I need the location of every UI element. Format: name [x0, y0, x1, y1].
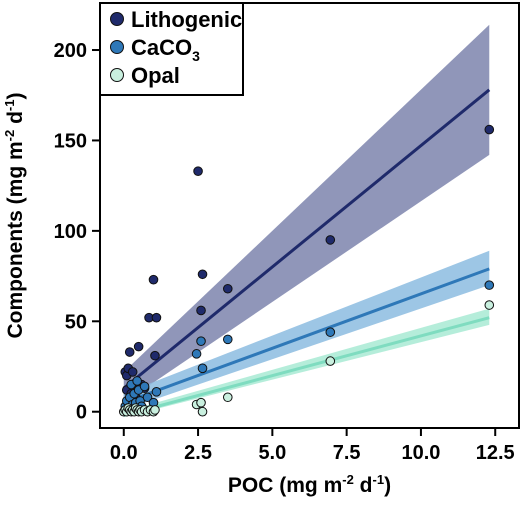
opal-point	[325, 356, 336, 366]
y-axis-title: Components (mg m-2 d-1)	[2, 93, 27, 339]
caco3-point	[142, 392, 153, 403]
lithogenic-point	[325, 235, 336, 245]
y-tick-label: 100	[54, 221, 87, 243]
lithogenic-point	[124, 347, 135, 357]
x-tick-label: 12.5	[476, 442, 515, 464]
caco3-point	[484, 280, 495, 290]
caco3-point	[139, 381, 150, 392]
caco3-point	[222, 334, 233, 345]
opal-point	[197, 406, 208, 417]
opal-legend-label: Opal	[131, 63, 180, 88]
lithogenic-point	[196, 305, 206, 316]
x-axis: 0.0 2.5 5.0 7.5 10.0 12.5	[110, 428, 515, 464]
x-tick-label: 5.0	[258, 442, 286, 464]
y-tick-label: 200	[54, 40, 87, 62]
opal-point	[196, 397, 206, 408]
lithogenic-confidence-band	[123, 24, 490, 403]
caco3-point	[191, 349, 202, 359]
x-tick-label: 2.5	[184, 442, 212, 464]
x-axis-title: POC (mg m-2 d-1)	[228, 472, 391, 497]
caco3-fit-line	[123, 267, 490, 405]
lithogenic-point	[127, 367, 138, 377]
y-tick-label: 150	[54, 130, 87, 152]
lithogenic-legend-label: Lithogenic	[131, 7, 242, 32]
lithogenic-point	[197, 269, 208, 280]
y-tick-label: 0	[76, 402, 87, 424]
lithogenic-point	[151, 312, 162, 323]
caco3-point	[197, 363, 208, 374]
opal-legend-marker	[110, 68, 124, 82]
caco3-point	[151, 387, 162, 397]
caco3-legend-marker	[110, 40, 124, 54]
caco3-point	[196, 336, 206, 346]
caco3-point	[325, 327, 336, 337]
lithogenic-point	[133, 341, 144, 352]
lithogenic-point	[222, 283, 233, 294]
lithogenic-point	[150, 350, 160, 361]
opal-point	[484, 300, 495, 310]
x-tick-label: 0.0	[110, 442, 138, 464]
lithogenic-point	[193, 166, 203, 176]
lithogenic-legend-marker	[110, 12, 124, 26]
fit-lines	[122, 88, 491, 417]
opal-point	[150, 405, 160, 415]
x-tick-label: 7.5	[333, 442, 361, 464]
lithogenic-point	[484, 124, 495, 135]
data-points	[118, 124, 495, 417]
lithogenic-point	[148, 274, 159, 285]
x-tick-label: 10.0	[401, 442, 440, 464]
lithogenic-fit-line	[122, 88, 491, 390]
caco3-legend-label: CaCO3	[131, 35, 200, 64]
y-tick-label: 50	[65, 311, 87, 333]
opal-point	[222, 392, 233, 403]
plot-frame	[99, 2, 520, 429]
caco3-point	[132, 376, 142, 386]
y-axis: 0 50 100 150 200	[54, 40, 100, 424]
opal-fit-line	[123, 316, 490, 417]
